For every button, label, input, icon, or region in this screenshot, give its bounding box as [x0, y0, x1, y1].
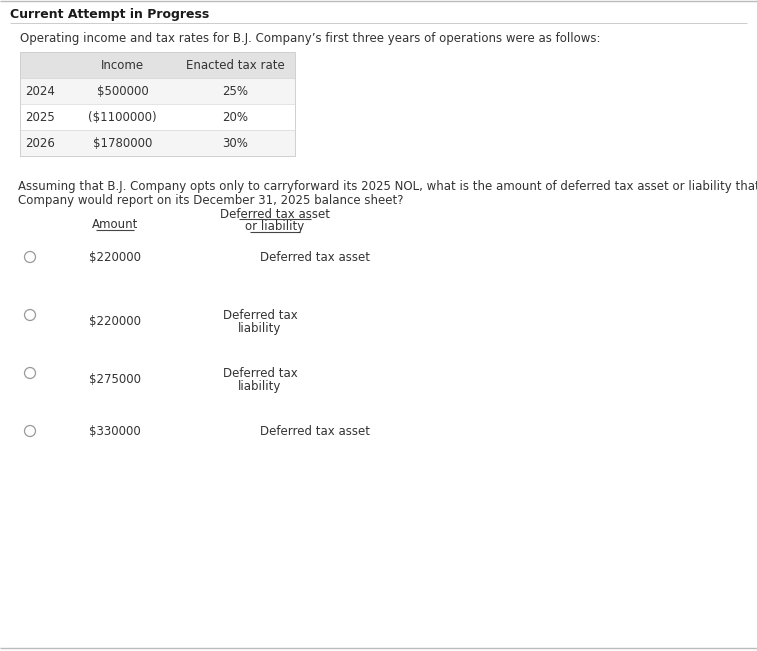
Text: $1780000: $1780000	[93, 137, 152, 150]
Text: Deferred tax asset: Deferred tax asset	[260, 425, 370, 438]
Circle shape	[24, 309, 36, 320]
Text: liability: liability	[238, 380, 282, 393]
Text: 2026: 2026	[25, 137, 55, 150]
Text: 2025: 2025	[25, 111, 55, 124]
Circle shape	[24, 368, 36, 378]
Bar	[20, 104, 295, 130]
Text: Deferred tax asset: Deferred tax asset	[260, 251, 370, 264]
Text: $220000: $220000	[89, 315, 141, 328]
Text: Operating income and tax rates for B.J. Company’s first three years of operation: Operating income and tax rates for B.J. …	[20, 32, 600, 45]
Text: 20%: 20%	[222, 111, 248, 124]
Text: Enacted tax rate: Enacted tax rate	[185, 59, 285, 72]
Text: Income: Income	[101, 59, 144, 72]
Bar	[20, 78, 295, 104]
Text: Deferred tax: Deferred tax	[223, 367, 298, 380]
Text: liability: liability	[238, 322, 282, 335]
Text: Company would report on its December 31, 2025 balance sheet?: Company would report on its December 31,…	[18, 194, 403, 207]
Text: or liability: or liability	[245, 220, 304, 233]
Text: Assuming that B.J. Company opts only to carryforward its 2025 NOL, what is the a: Assuming that B.J. Company opts only to …	[18, 180, 757, 193]
Text: ($1100000): ($1100000)	[88, 111, 157, 124]
Text: Current Attempt in Progress: Current Attempt in Progress	[10, 8, 209, 21]
Circle shape	[24, 251, 36, 262]
Bar	[20, 130, 295, 156]
Text: $220000: $220000	[89, 251, 141, 264]
Text: 30%: 30%	[222, 137, 248, 150]
Text: Amount: Amount	[92, 218, 139, 231]
Text: 25%: 25%	[222, 85, 248, 98]
Text: $500000: $500000	[97, 85, 148, 98]
Text: Deferred tax asset: Deferred tax asset	[220, 208, 330, 221]
Text: 2024: 2024	[25, 85, 55, 98]
Bar	[20, 52, 295, 78]
Text: Deferred tax: Deferred tax	[223, 309, 298, 322]
Text: $330000: $330000	[89, 425, 141, 438]
Circle shape	[24, 426, 36, 437]
Text: $275000: $275000	[89, 373, 141, 386]
